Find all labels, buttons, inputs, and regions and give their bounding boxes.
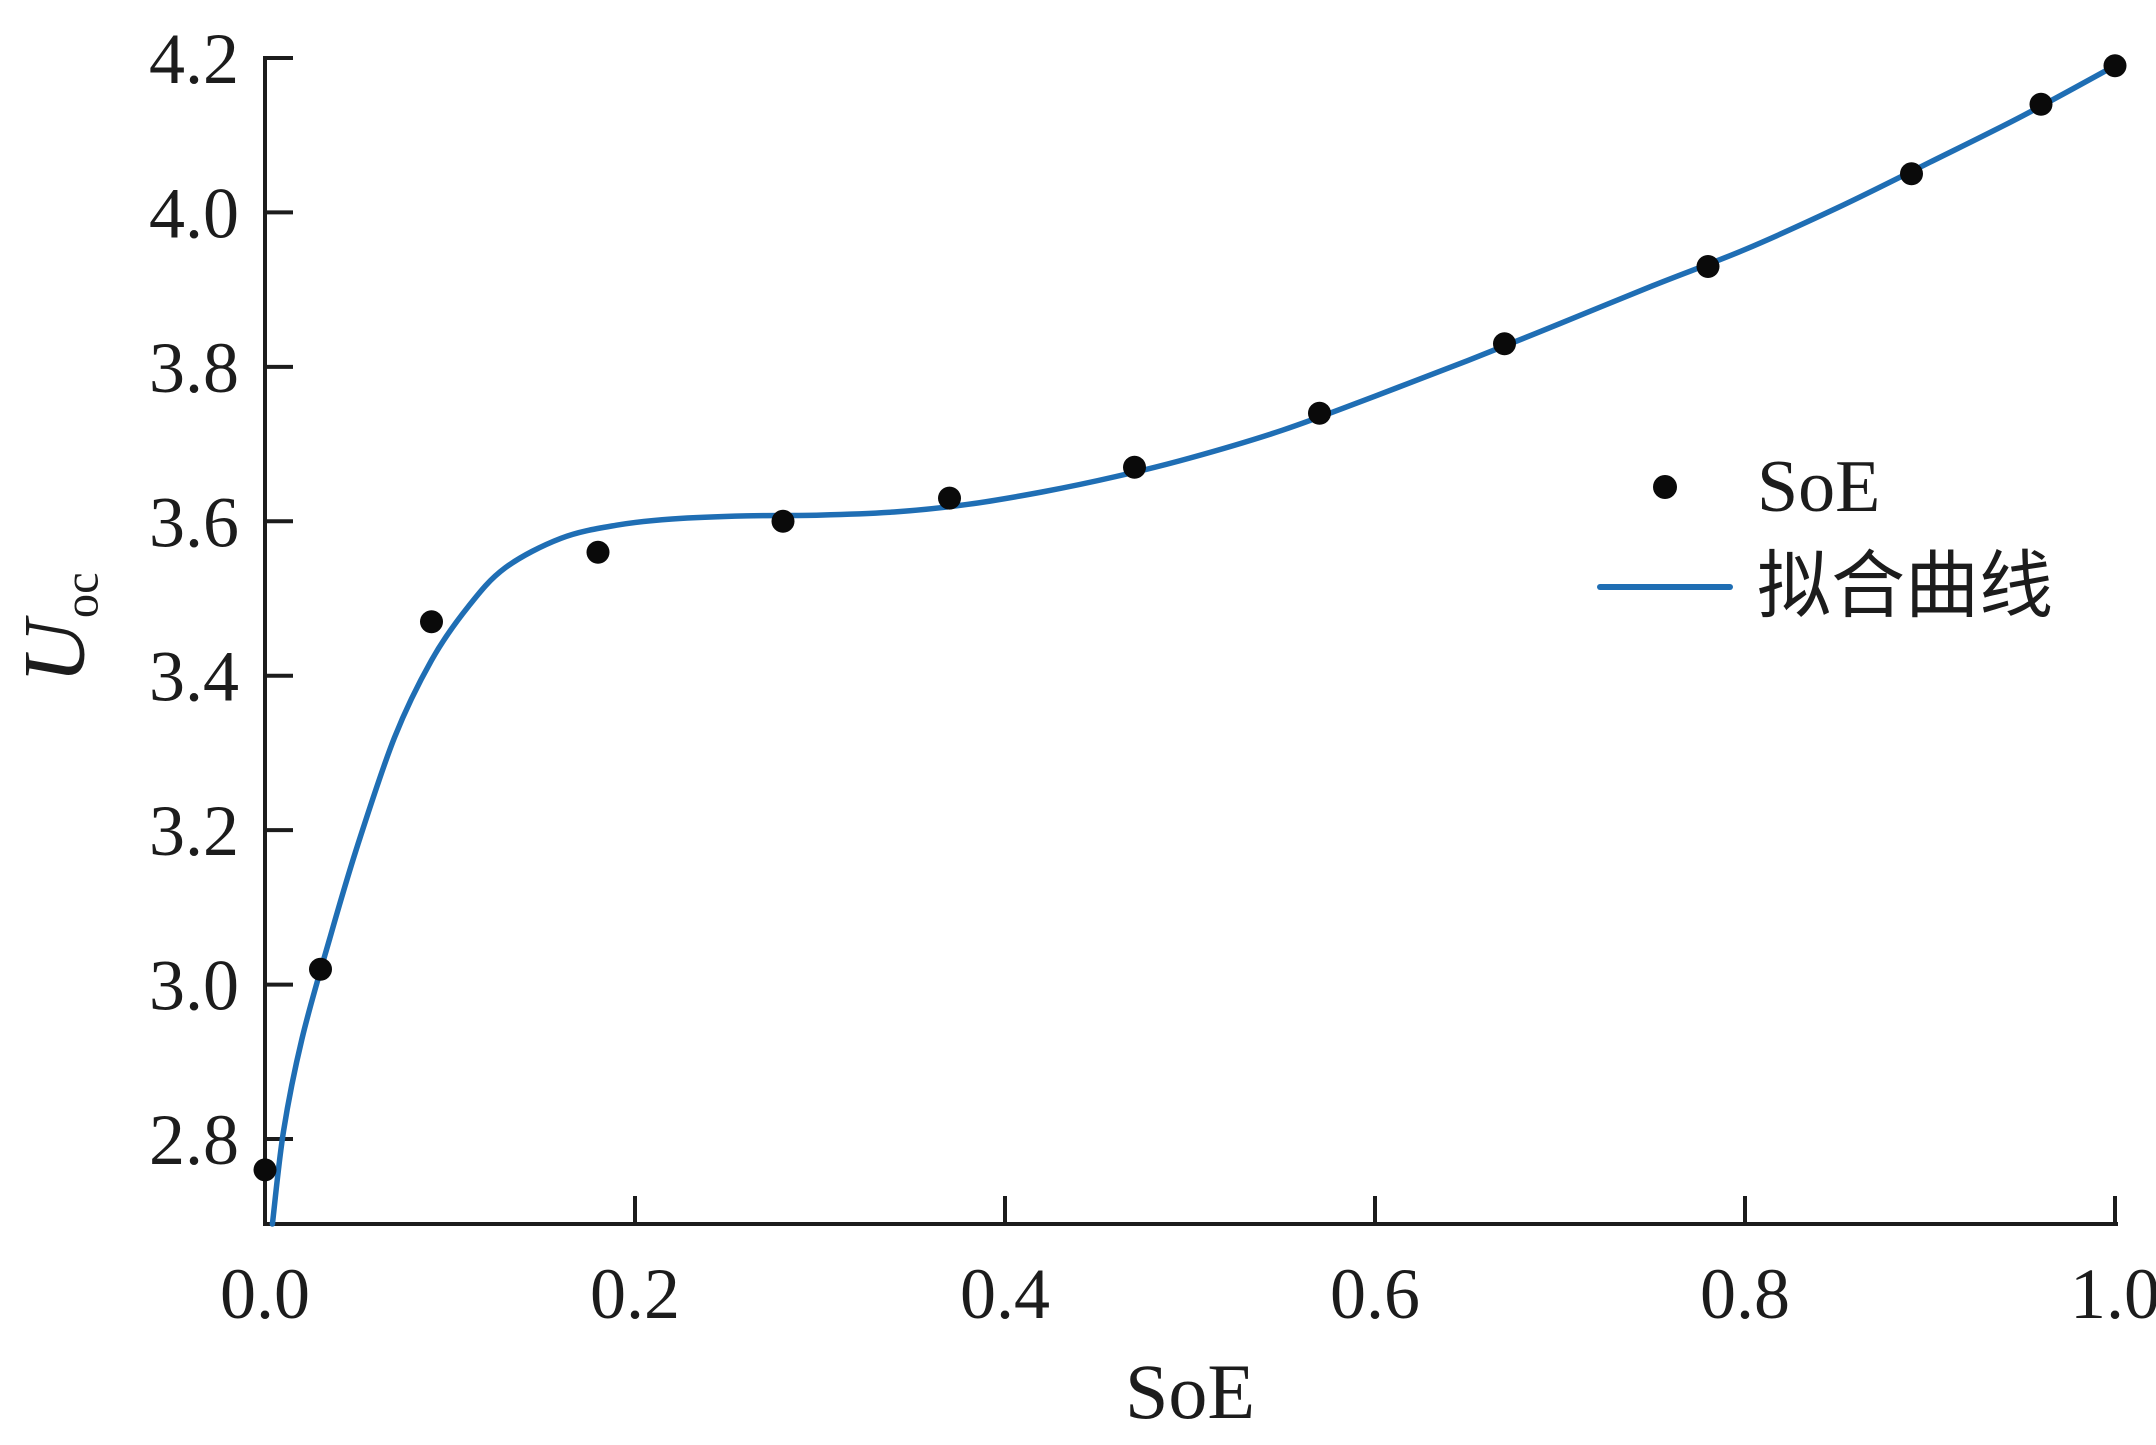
- y-axis-label-subscript: oc: [55, 572, 109, 619]
- fitted-curve: [269, 62, 2118, 1227]
- data-point: [2103, 54, 2127, 78]
- data-point: [253, 1158, 277, 1182]
- scatter-marker-icon: [1653, 475, 1677, 499]
- x-tick-label: 0.2: [590, 1254, 680, 1334]
- y-tick-label: 4.0: [149, 173, 239, 253]
- x-tick-label: 0.8: [1700, 1254, 1790, 1334]
- data-point: [420, 610, 443, 634]
- x-tick-label: 1.0: [2070, 1254, 2156, 1334]
- data-point: [1696, 255, 1720, 278]
- data-point: [938, 486, 961, 510]
- x-tick-label: 0.6: [1330, 1254, 1420, 1334]
- legend-label-fit-curve: 拟合曲线: [1757, 546, 2053, 628]
- y-axis-label-symbol: U: [6, 620, 104, 684]
- data-point: [1493, 332, 1516, 356]
- data-point: [2029, 92, 2053, 116]
- legend-item-soe: SoE: [1595, 437, 2053, 537]
- data-point: [586, 540, 610, 564]
- line-marker-icon: [1597, 584, 1733, 590]
- data-point: [309, 957, 332, 981]
- y-tick-label: 3.2: [149, 791, 239, 871]
- y-tick-label: 3.8: [149, 328, 239, 408]
- y-tick-label: 3.0: [149, 946, 239, 1026]
- y-tick-label: 3.6: [149, 482, 239, 562]
- legend-label-soe: SoE: [1757, 446, 1881, 528]
- axes: 2.8 3.0 3.2 3.4 3.6 3.8 4.0 4.2 0.0 0.2 0.4 0.6 0.8 1…: [149, 19, 2156, 1334]
- data-point: [1900, 162, 1923, 186]
- soe-scatter-series: [253, 54, 2127, 1182]
- y-axis-label: Uoc: [5, 572, 110, 683]
- x-axis-label: SoE: [1124, 1348, 1256, 1435]
- x-tick-label: 0.0: [220, 1254, 310, 1334]
- y-tick-label: 2.8: [149, 1100, 239, 1180]
- data-point: [771, 509, 795, 533]
- legend-item-fit-curve: 拟合曲线: [1595, 537, 2053, 637]
- legend: SoE 拟合曲线: [1595, 437, 2053, 637]
- fitted-curve-series: [269, 62, 2118, 1227]
- y-tick-label: 3.4: [149, 637, 239, 717]
- x-tick-label: 0.4: [960, 1254, 1050, 1334]
- data-point: [1123, 455, 1146, 479]
- y-tick-label: 4.2: [149, 19, 239, 99]
- data-point: [1308, 401, 1331, 425]
